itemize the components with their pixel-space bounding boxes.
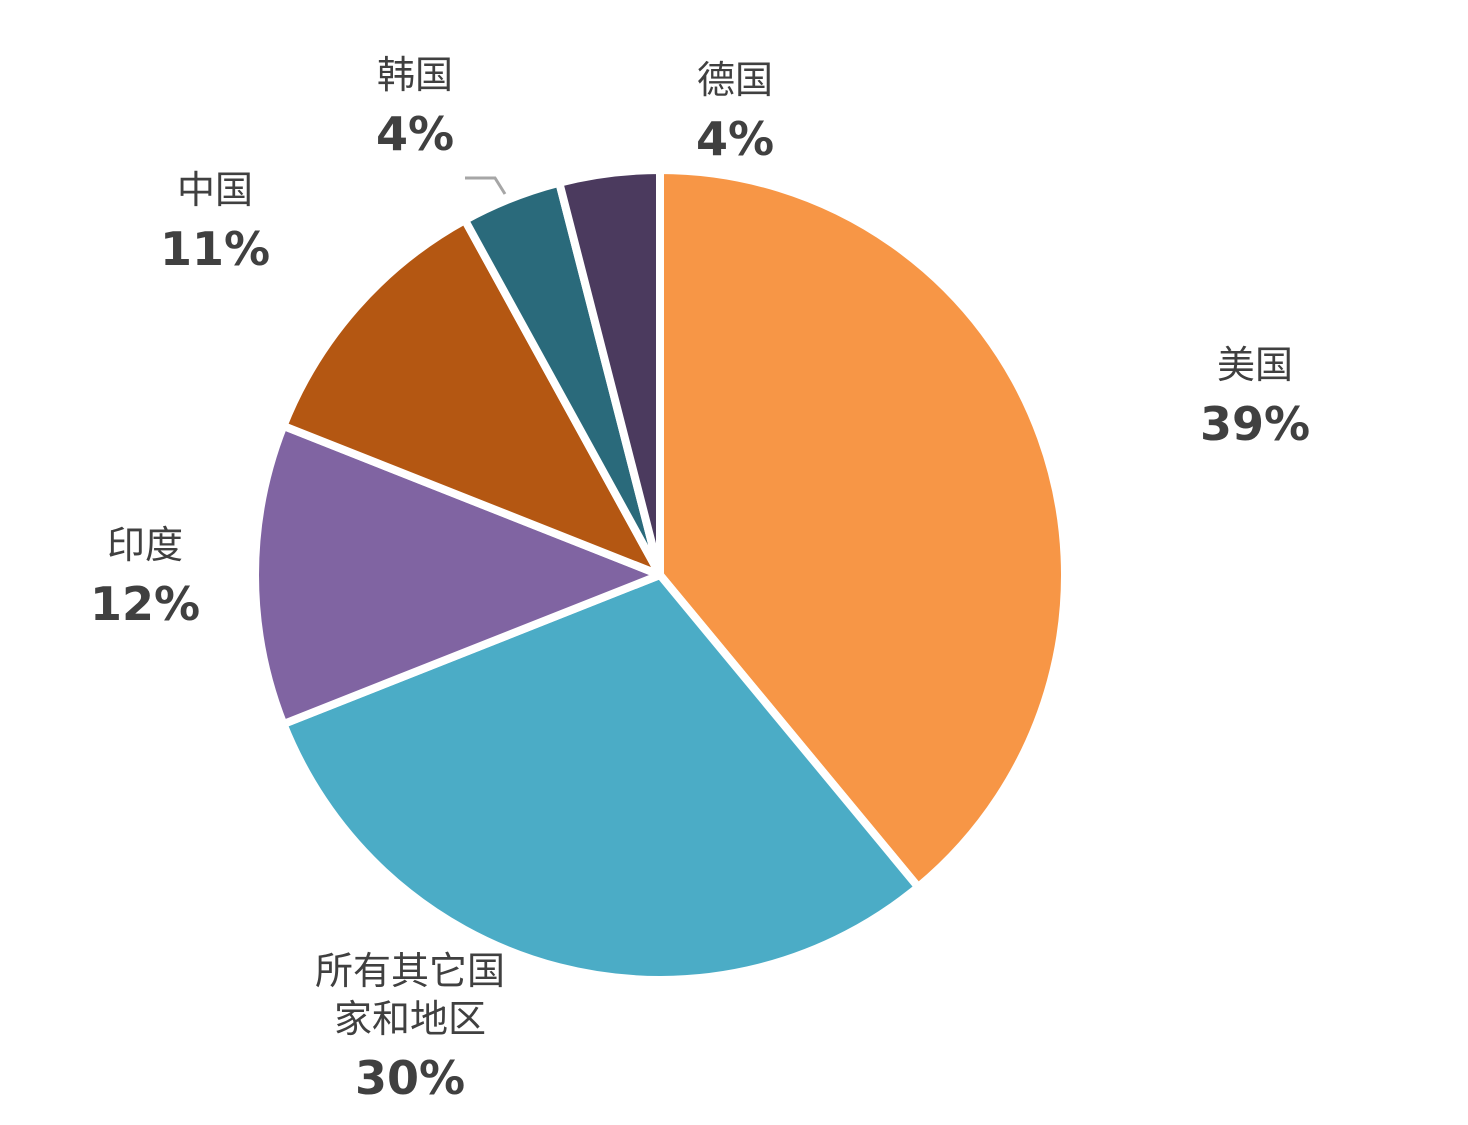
pie-slice <box>251 421 664 729</box>
value-label: 30% <box>354 1051 466 1105</box>
value-label: 4% <box>375 107 455 161</box>
pie-slice <box>279 571 923 984</box>
pie-slice <box>555 166 664 579</box>
value-label: 12% <box>89 577 201 631</box>
leader-line <box>465 176 507 195</box>
value-label: 11% <box>159 222 271 276</box>
slice-label: 德国 4% <box>635 56 835 174</box>
value-label: 4% <box>695 112 775 166</box>
slice-label: 中国 11% <box>115 166 315 284</box>
category-label: 所有其它国家和地区 <box>314 949 505 1041</box>
category-label: 德国 <box>696 58 773 102</box>
category-label: 中国 <box>176 168 253 212</box>
value-label: 39% <box>1199 397 1311 451</box>
category-label: 韩国 <box>376 53 453 97</box>
category-label: 美国 <box>1216 343 1293 387</box>
slice-label: 美国 39% <box>1105 341 1405 459</box>
pie-slice <box>656 166 1069 892</box>
category-label: 印度 <box>106 523 183 567</box>
pie-slice <box>279 216 664 579</box>
slice-label: 所有其它国家和地区 30% <box>300 947 520 1113</box>
slice-label: 印度 12% <box>45 521 245 639</box>
slice-label: 韩国 4% <box>315 51 515 169</box>
